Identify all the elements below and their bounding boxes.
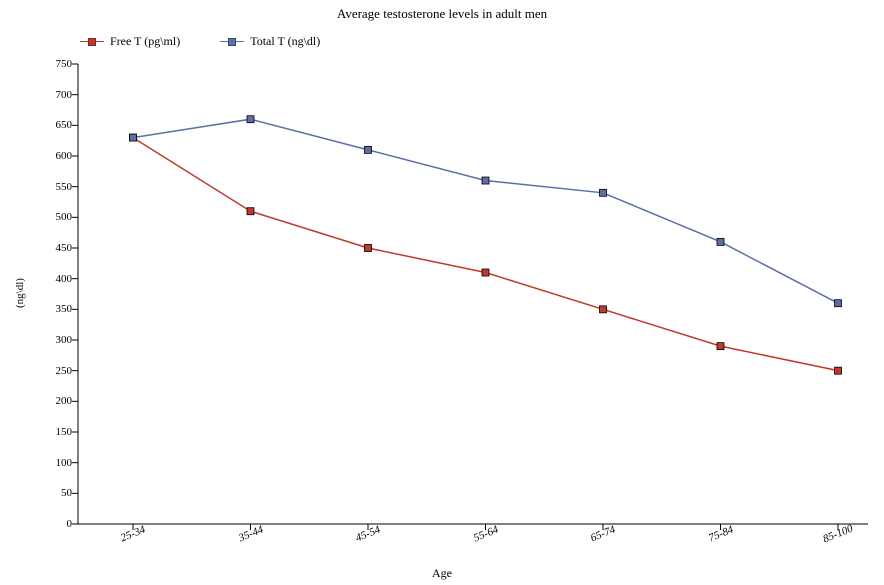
y-tick-label: 200 — [56, 395, 79, 407]
legend-label-total-t: Total T (ng\dl) — [250, 34, 320, 49]
y-tick-label: 400 — [56, 273, 79, 285]
chart-title: Average testosterone levels in adult men — [0, 6, 884, 22]
y-tick-label: 300 — [56, 334, 79, 346]
legend-label-free-t: Free T (pg\ml) — [110, 34, 180, 49]
chart-page: Average testosterone levels in adult men… — [0, 0, 884, 585]
y-tick-label: 0 — [67, 518, 79, 530]
y-tick-label: 650 — [56, 119, 79, 131]
y-axis-label: (ng\dl) — [14, 278, 26, 308]
plot-svg — [78, 64, 868, 524]
legend-swatch-total-t — [220, 37, 244, 47]
legend-item-free-t: Free T (pg\ml) — [80, 34, 180, 49]
y-tick-label: 150 — [56, 426, 79, 438]
x-tick-label: 45-54 — [354, 524, 382, 545]
x-tick-label: 75-84 — [706, 524, 734, 545]
y-tick-label: 450 — [56, 242, 79, 254]
legend: Free T (pg\ml) Total T (ng\dl) — [80, 34, 320, 49]
x-tick-label: 55-64 — [471, 524, 499, 545]
x-tick-label: 25-34 — [119, 524, 147, 545]
x-axis-label: Age — [0, 566, 884, 581]
y-tick-label: 750 — [56, 58, 79, 70]
x-tick-label: 65-74 — [589, 524, 617, 545]
y-tick-label: 250 — [56, 365, 79, 377]
plot-area: 0501001502002503003504004505005506006507… — [78, 64, 868, 524]
y-tick-label: 350 — [56, 303, 79, 315]
x-tick-label: 35-44 — [236, 524, 264, 545]
y-tick-label: 500 — [56, 211, 79, 223]
legend-item-total-t: Total T (ng\dl) — [220, 34, 320, 49]
y-tick-label: 600 — [56, 150, 79, 162]
y-tick-label: 700 — [56, 89, 79, 101]
y-tick-label: 50 — [61, 487, 78, 499]
legend-swatch-free-t — [80, 37, 104, 47]
y-tick-label: 550 — [56, 181, 79, 193]
y-tick-label: 100 — [56, 457, 79, 469]
